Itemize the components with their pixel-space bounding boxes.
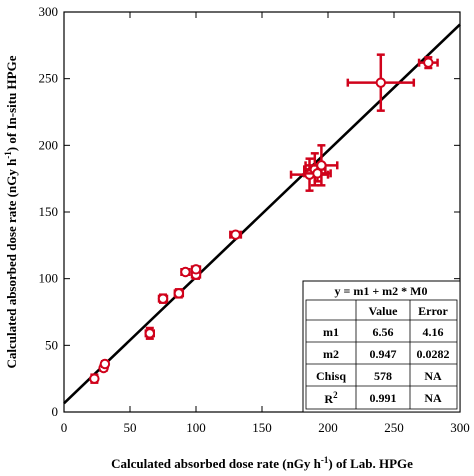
data-point	[144, 326, 156, 340]
fit-table-inner	[305, 299, 458, 410]
y-tick-label: 50	[45, 337, 58, 352]
fit-row-value: 0.991	[370, 391, 397, 405]
fit-row-error: NA	[424, 391, 442, 405]
y-tick-label: 300	[39, 4, 59, 19]
y-axis-title: Calculated absorbed dose rate (nGy h-1) …	[3, 55, 19, 368]
fit-line-group	[63, 23, 461, 405]
x-tick-label: 250	[384, 420, 404, 435]
data-point	[173, 288, 185, 299]
fit-row-label: R2	[324, 390, 338, 406]
point-marker	[316, 160, 327, 171]
fit-row-error: NA	[424, 369, 442, 383]
data-point	[229, 229, 243, 240]
y-tick-label: 200	[39, 137, 59, 152]
y-tick-label: 100	[39, 271, 59, 286]
fit-row-error: 0.0282	[417, 347, 450, 361]
point-marker	[144, 328, 156, 339]
fit-row-label: m1	[323, 325, 339, 339]
point-marker	[230, 229, 241, 240]
y-tick-label: 250	[39, 71, 59, 86]
x-tick-label: 0	[61, 420, 68, 435]
x-axis-title: Calculated absorbed dose rate (nGy h-1) …	[111, 455, 413, 471]
point-marker	[99, 358, 111, 370]
point-marker	[423, 57, 434, 68]
data-point	[190, 264, 202, 275]
x-tick-label: 300	[450, 420, 470, 435]
x-tick-label: 50	[124, 420, 137, 435]
x-tick-label: 100	[186, 420, 206, 435]
data-point	[304, 144, 339, 187]
point-marker	[89, 373, 100, 384]
data-point	[346, 53, 416, 112]
fit-row-value: 6.56	[373, 325, 394, 339]
y-tick-label: 150	[39, 204, 59, 219]
fit-row-error: 4.16	[423, 325, 444, 339]
fit-col-error: Error	[418, 304, 448, 318]
fit-results-table: y = m1 + m2 * M0 Value Error m1 6.56 4.1…	[302, 280, 461, 413]
y-tick-label: 0	[52, 404, 59, 419]
fit-equation: y = m1 + m2 * M0	[335, 284, 428, 298]
x-tick-label: 200	[318, 420, 338, 435]
fit-table-frame	[302, 280, 461, 413]
fit-row-label: m2	[323, 347, 339, 361]
point-marker	[180, 266, 191, 278]
fit-row-value: 578	[374, 369, 392, 383]
data-point	[157, 293, 169, 304]
point-marker	[157, 293, 169, 304]
point-marker	[190, 264, 202, 275]
data-point	[417, 56, 439, 70]
data-point	[89, 373, 100, 384]
fit-row-value: 0.947	[370, 347, 397, 361]
data-point	[99, 358, 111, 370]
fit-col-value: Value	[369, 304, 399, 318]
point-marker	[375, 77, 386, 88]
data-points	[89, 53, 439, 384]
x-tick-label: 150	[252, 420, 272, 435]
data-point	[180, 266, 191, 278]
fit-row-label: Chisq	[316, 369, 346, 383]
fit-line	[63, 23, 461, 405]
point-marker	[173, 288, 185, 299]
